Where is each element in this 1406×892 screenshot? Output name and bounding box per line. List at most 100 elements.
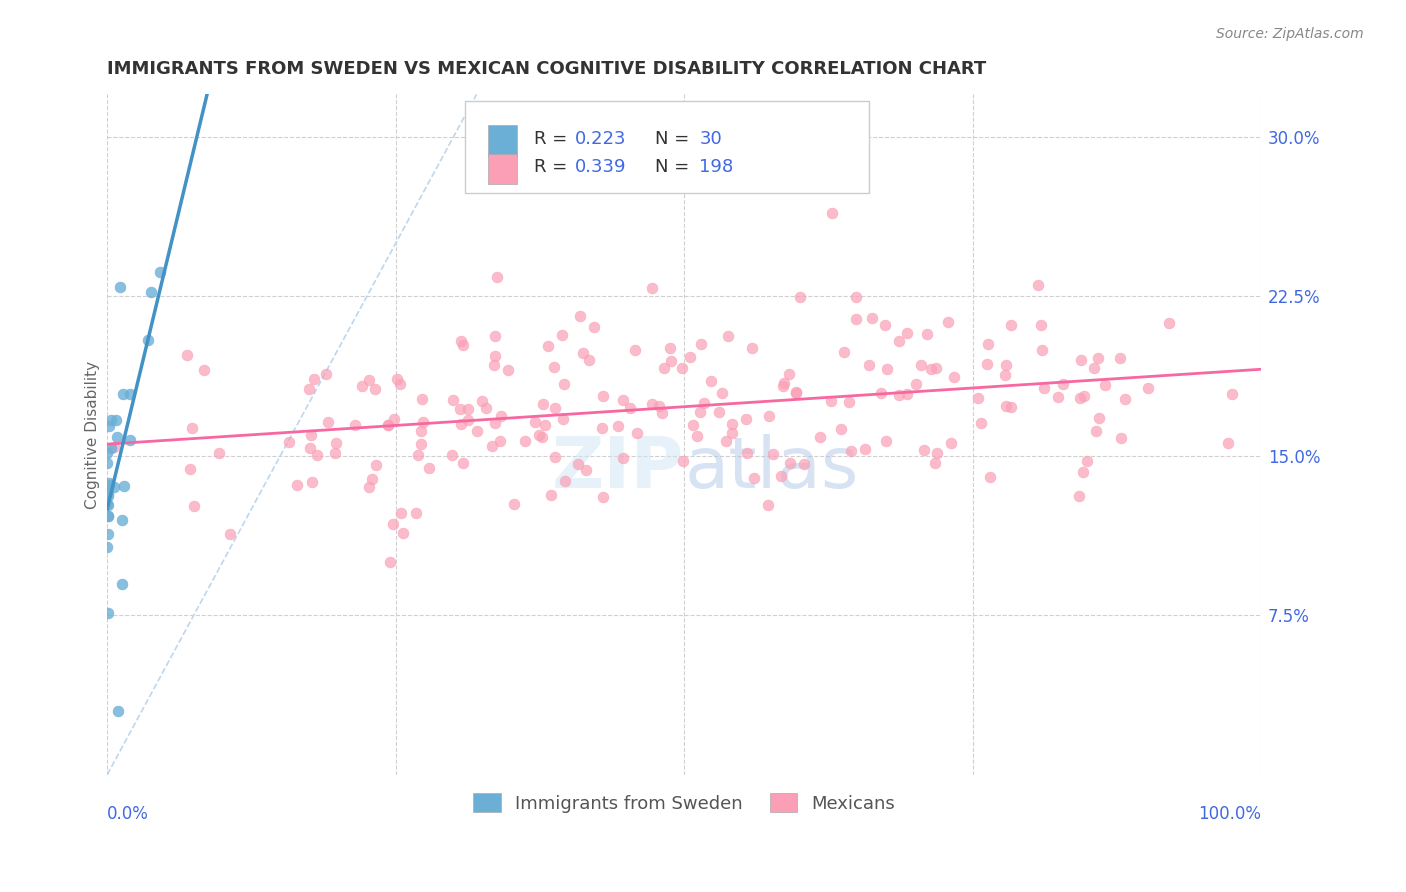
Point xyxy=(488,434,510,448)
Point xyxy=(96,446,118,460)
Point xyxy=(111,577,134,591)
Point xyxy=(193,363,215,377)
Point xyxy=(360,472,382,486)
Point xyxy=(1076,454,1098,468)
Point xyxy=(661,354,683,368)
Point xyxy=(1069,392,1091,406)
Point xyxy=(785,384,807,399)
Point xyxy=(486,269,509,284)
Point xyxy=(484,329,506,343)
Point xyxy=(1052,377,1074,392)
Point xyxy=(97,527,120,541)
Point xyxy=(896,387,918,401)
Point xyxy=(612,392,634,407)
Point xyxy=(912,443,935,458)
Point xyxy=(967,391,990,405)
Point xyxy=(364,458,387,472)
Point xyxy=(278,434,301,449)
Point xyxy=(100,441,122,455)
Point xyxy=(575,463,598,477)
Point xyxy=(686,429,709,443)
Point xyxy=(1084,424,1107,438)
Point xyxy=(591,420,613,434)
Text: R =: R = xyxy=(534,158,574,177)
Point xyxy=(779,456,801,470)
Point xyxy=(103,441,125,455)
Point xyxy=(120,433,142,447)
FancyBboxPatch shape xyxy=(488,153,517,185)
Point xyxy=(389,506,412,520)
Point xyxy=(96,497,118,511)
Point xyxy=(537,338,560,352)
Point xyxy=(592,389,614,403)
Point xyxy=(1000,401,1022,415)
Point xyxy=(107,704,129,718)
Point xyxy=(357,373,380,387)
Point xyxy=(103,480,125,494)
Point xyxy=(619,401,641,415)
Point xyxy=(450,417,472,431)
Point xyxy=(540,488,562,502)
Point xyxy=(97,509,120,524)
Point xyxy=(941,435,963,450)
Point xyxy=(875,434,897,448)
Point xyxy=(612,451,634,466)
Text: 0.339: 0.339 xyxy=(575,158,626,177)
Point xyxy=(418,461,440,475)
Point xyxy=(707,405,730,419)
Point xyxy=(111,513,134,527)
Point xyxy=(301,475,323,490)
Point xyxy=(553,377,575,392)
Point xyxy=(451,456,474,470)
FancyBboxPatch shape xyxy=(488,125,517,155)
FancyBboxPatch shape xyxy=(465,101,869,193)
Point xyxy=(741,341,763,355)
Y-axis label: Cognitive Disability: Cognitive Disability xyxy=(86,360,100,508)
Point xyxy=(285,477,308,491)
Text: 30: 30 xyxy=(699,129,721,148)
Point xyxy=(544,450,567,465)
Point xyxy=(679,350,702,364)
Point xyxy=(832,345,855,359)
Point xyxy=(97,606,120,620)
Point xyxy=(523,415,546,429)
Point xyxy=(853,442,876,456)
Point xyxy=(384,412,406,426)
Point xyxy=(717,328,740,343)
Point xyxy=(457,413,479,427)
Point xyxy=(136,333,159,347)
Point xyxy=(876,361,898,376)
Point xyxy=(808,430,831,444)
Text: 198: 198 xyxy=(699,158,734,177)
Point xyxy=(1108,351,1130,366)
Point xyxy=(820,393,842,408)
Point xyxy=(100,413,122,427)
Point xyxy=(1031,343,1053,357)
Point xyxy=(315,367,337,381)
Point xyxy=(377,417,399,432)
Point xyxy=(481,440,503,454)
Point xyxy=(641,397,664,411)
Point xyxy=(578,353,600,368)
Point xyxy=(689,404,711,418)
Point xyxy=(392,526,415,541)
Point xyxy=(551,411,574,425)
Point xyxy=(496,363,519,377)
Point xyxy=(364,382,387,396)
Point xyxy=(97,419,120,434)
Point xyxy=(1087,351,1109,366)
Point xyxy=(1000,318,1022,333)
Point xyxy=(316,415,339,429)
Point xyxy=(567,457,589,471)
Point xyxy=(534,417,557,432)
Point xyxy=(772,379,794,393)
Point xyxy=(97,489,120,503)
Point xyxy=(651,407,673,421)
Point xyxy=(742,470,765,484)
Point xyxy=(838,395,860,409)
Point xyxy=(97,476,120,491)
Point xyxy=(721,417,744,431)
Point xyxy=(756,498,779,512)
Point xyxy=(979,470,1001,484)
Point xyxy=(758,409,780,423)
